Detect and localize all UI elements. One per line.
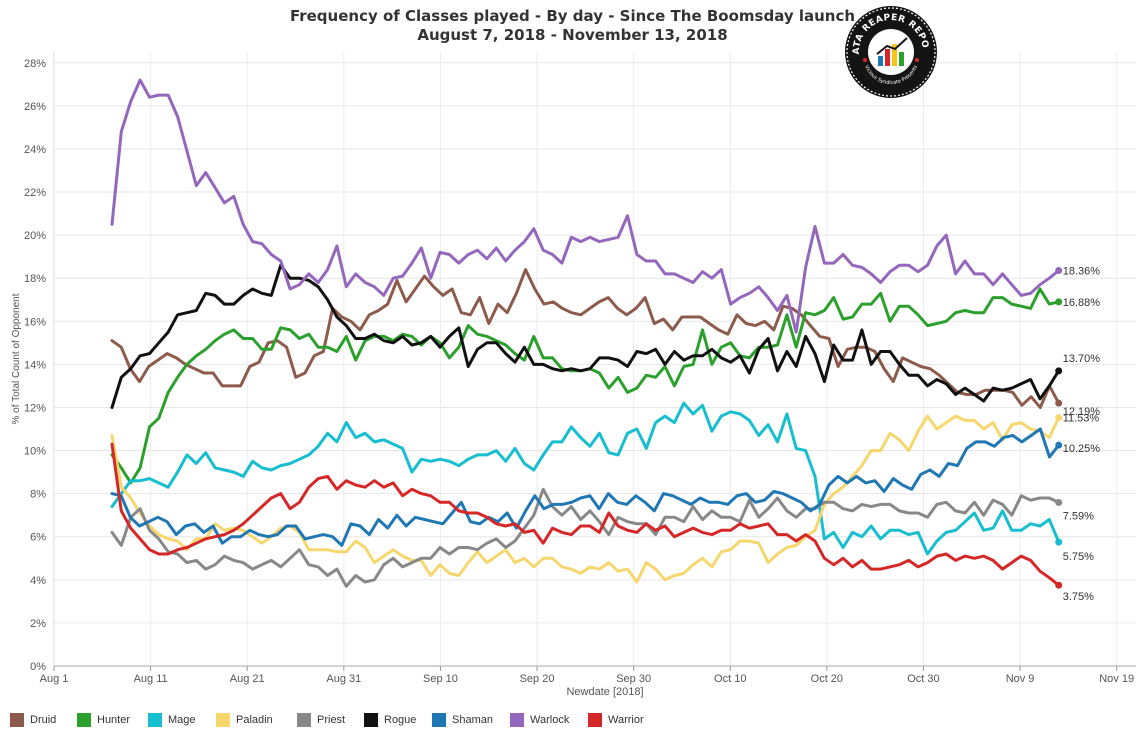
line-chart: 0% 2% 4% 6% 8% 10% 12% 14% 16% 18% 20% 22% 24% 26% 28%… bbox=[11, 52, 1136, 698]
data-reaper-report-logo: DATA REAPER REPORT Vicious Syndicate Pre… bbox=[843, 4, 937, 98]
legend-label: Rogue bbox=[384, 714, 417, 726]
series-end-label-warlock: 18.36% bbox=[1063, 265, 1101, 277]
legend-swatch bbox=[432, 713, 446, 727]
y-tick-label: 22% bbox=[24, 187, 46, 199]
series-end-marker-rogue bbox=[1055, 367, 1063, 375]
series-end-marker-paladin bbox=[1055, 414, 1063, 422]
legend-label: Hunter bbox=[97, 714, 131, 726]
legend-item-rogue[interactable]: Rogue bbox=[364, 713, 432, 727]
series-end-label-shaman: 10.25% bbox=[1063, 443, 1101, 455]
series-line-hunter bbox=[110, 287, 1061, 485]
x-tick-label: Nov 19 bbox=[1099, 673, 1134, 685]
x-tick-label: Sep 20 bbox=[520, 673, 555, 685]
series-end-label-mage: 5.75% bbox=[1063, 551, 1094, 563]
y-tick-label: 26% bbox=[24, 101, 46, 113]
series-line-druid bbox=[110, 268, 1061, 409]
legend-label: Warlock bbox=[530, 714, 570, 726]
legend-swatch bbox=[77, 713, 91, 727]
y-tick-label: 4% bbox=[30, 575, 46, 587]
y-tick-label: 28% bbox=[24, 58, 46, 70]
legend-item-shaman[interactable]: Shaman bbox=[432, 713, 510, 727]
y-tick-label: 12% bbox=[24, 402, 46, 414]
series-line-warlock bbox=[110, 78, 1061, 334]
series-end-label-hunter: 16.88% bbox=[1063, 297, 1101, 309]
legend-item-warrior[interactable]: Warrior bbox=[588, 713, 648, 727]
legend-label: Druid bbox=[30, 714, 57, 726]
series-end-label-paladin: 11.53% bbox=[1063, 413, 1100, 425]
legend-swatch bbox=[216, 713, 230, 727]
series-end-marker-shaman bbox=[1055, 441, 1063, 449]
x-tick-label: Nov 9 bbox=[1006, 673, 1035, 685]
legend-label: Mage bbox=[168, 714, 196, 726]
series-end-marker-mage bbox=[1055, 538, 1063, 546]
series-line-rogue bbox=[110, 263, 1061, 409]
y-tick-label: 8% bbox=[30, 489, 46, 501]
series-line-priest bbox=[110, 487, 1061, 588]
legend-item-warlock[interactable]: Warlock bbox=[510, 713, 588, 727]
legend-label: Paladin bbox=[236, 714, 273, 726]
y-tick-label: 6% bbox=[30, 532, 46, 544]
legend-swatch bbox=[297, 713, 311, 727]
legend-item-paladin[interactable]: Paladin bbox=[216, 713, 297, 727]
series-end-label-warrior: 3.75% bbox=[1063, 591, 1094, 603]
x-tick-label: Sep 30 bbox=[616, 673, 651, 685]
series-end-marker-priest bbox=[1055, 498, 1063, 506]
x-tick-label: Aug 11 bbox=[134, 673, 168, 685]
legend-swatch bbox=[588, 713, 602, 727]
series-line-shaman bbox=[110, 427, 1061, 547]
y-axis-title: % of Total Count of Opponent bbox=[11, 293, 22, 424]
y-tick-label: 24% bbox=[24, 144, 46, 156]
series-line-mage bbox=[110, 401, 1061, 556]
legend-item-mage[interactable]: Mage bbox=[148, 713, 216, 727]
series-end-marker-warlock bbox=[1055, 266, 1063, 274]
legend-label: Priest bbox=[317, 714, 346, 726]
legend-swatch bbox=[510, 713, 524, 727]
legend-item-priest[interactable]: Priest bbox=[297, 713, 364, 727]
legend-item-hunter[interactable]: Hunter bbox=[77, 713, 148, 727]
legend-item-druid[interactable]: Druid bbox=[10, 713, 77, 727]
x-axis-title: Newdate [2018] bbox=[566, 686, 643, 698]
y-tick-label: 14% bbox=[24, 359, 46, 371]
x-tick-label: Sep 10 bbox=[423, 673, 458, 685]
y-tick-label: 20% bbox=[24, 230, 46, 242]
chart-legend: Druid Hunter Mage Paladin Priest Rogue Shaman W… bbox=[10, 711, 648, 729]
series-end-marker-druid bbox=[1055, 399, 1063, 407]
legend-swatch bbox=[10, 713, 24, 727]
legend-label: Warrior bbox=[608, 714, 644, 726]
x-tick-label: Aug 31 bbox=[326, 673, 361, 685]
x-tick-label: Aug 1 bbox=[40, 673, 69, 685]
series-end-marker-hunter bbox=[1055, 298, 1063, 306]
x-tick-label: Oct 10 bbox=[714, 673, 746, 685]
y-tick-label: 18% bbox=[24, 273, 46, 285]
x-tick-label: Oct 20 bbox=[811, 673, 843, 685]
y-tick-label: 0% bbox=[30, 661, 46, 673]
series-end-label-rogue: 13.70% bbox=[1063, 353, 1101, 365]
y-tick-label: 16% bbox=[24, 316, 46, 328]
x-tick-label: Oct 30 bbox=[907, 673, 939, 685]
chart-subtitle: August 7, 2018 - November 13, 2018 bbox=[417, 26, 728, 44]
legend-swatch bbox=[148, 713, 162, 727]
series-end-label-druid: 12.19% bbox=[1063, 406, 1101, 418]
chart-title: Frequency of Classes played - By day - S… bbox=[289, 7, 856, 25]
y-tick-label: 10% bbox=[24, 446, 46, 458]
y-tick-label: 2% bbox=[30, 618, 46, 630]
x-tick-label: Aug 21 bbox=[230, 673, 265, 685]
series-end-marker-warrior bbox=[1055, 581, 1063, 589]
legend-label: Shaman bbox=[452, 714, 493, 726]
series-end-label-priest: 7.59% bbox=[1063, 510, 1094, 522]
legend-swatch bbox=[364, 713, 378, 727]
series-line-warrior bbox=[110, 442, 1061, 587]
